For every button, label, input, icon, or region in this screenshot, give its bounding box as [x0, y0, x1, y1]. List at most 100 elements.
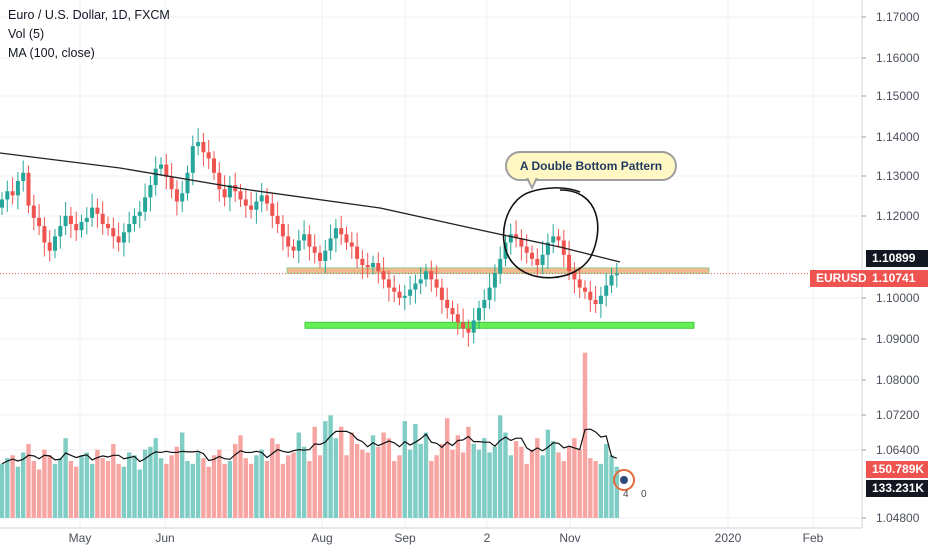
volume-bars [0, 352, 619, 518]
volume-bar [31, 461, 36, 518]
volume-bar [365, 452, 370, 518]
candle-body [429, 271, 434, 280]
price-tick-label-4: 1.13000 [876, 169, 920, 183]
ma-polyline [0, 152, 621, 263]
candle-body [286, 236, 291, 247]
volume-bar [604, 443, 609, 518]
candle-body [227, 185, 232, 198]
candle-body [365, 265, 370, 268]
candle-body [514, 234, 519, 239]
volume-bar [323, 421, 328, 518]
symbol-tag[interactable]: EURUSD [810, 270, 873, 287]
price-tick-label-9: 1.07200 [876, 408, 920, 422]
volume-bar [26, 443, 31, 518]
volume-bar [153, 438, 158, 518]
volume-bar [227, 461, 233, 518]
candle-body [524, 246, 529, 253]
candle-body [477, 308, 481, 321]
volume-bar [593, 461, 598, 518]
double-bottom-callout[interactable]: A Double Bottom Pattern [505, 151, 677, 181]
volume-bar [169, 455, 174, 518]
candle-body [535, 258, 540, 266]
candle-body [53, 236, 57, 251]
volume-bar [328, 415, 333, 518]
candle-body [397, 291, 402, 298]
price-tick-label-7: 1.09000 [876, 332, 920, 346]
volume-bar [5, 458, 10, 518]
candle-body [79, 222, 84, 231]
candle-body [614, 273, 619, 276]
volume-bar [466, 426, 471, 518]
price-zones[interactable] [0, 267, 862, 329]
volume-bar [195, 452, 201, 518]
symbol-title[interactable]: Euro / U.S. Dollar, 1D, FXCM [8, 8, 170, 22]
candle-body [90, 207, 95, 218]
volume-bar [519, 446, 524, 518]
volume-bar [445, 418, 450, 518]
price-axis[interactable]: 1.17000 1.16000 1.15000 1.14000 1.13000 1.120… [861, 0, 920, 528]
time-axis[interactable]: May Jun Aug Sep 2 Nov 2020 Feb [0, 527, 862, 545]
candle-body [37, 217, 42, 227]
candle-body [302, 234, 307, 241]
candle-body [148, 185, 153, 198]
candle-body [392, 287, 397, 292]
volume-bar [84, 452, 89, 518]
candle-body [137, 211, 142, 216]
volume-bar [609, 455, 614, 518]
candle-body [376, 263, 381, 272]
volume-bar [206, 466, 211, 518]
volume-bar [10, 455, 15, 518]
volume-bar [386, 438, 392, 518]
candle-body [455, 314, 460, 323]
candle-body [355, 246, 360, 259]
volume-ma-value-tag: 133.231K [866, 480, 928, 497]
volume-bar [492, 446, 498, 518]
volume-bar [121, 466, 127, 518]
time-tick-label-0: May [69, 531, 92, 545]
volume-bar [15, 466, 21, 518]
volume-bar [418, 443, 423, 518]
volume-bar [238, 435, 243, 518]
hand-drawn-circle[interactable] [502, 187, 635, 491]
candle-body [291, 246, 296, 251]
candle-body [328, 238, 333, 251]
volume-bar [402, 421, 407, 518]
candle-body [63, 215, 68, 227]
candle-body [487, 287, 492, 300]
candle-body [439, 287, 444, 300]
moving-average-line [0, 152, 621, 263]
volume-bar [482, 438, 487, 518]
candle-body [572, 271, 577, 280]
volume-bar [423, 432, 429, 518]
volume-bar [0, 463, 5, 518]
candle-body [333, 228, 338, 239]
volume-bar [545, 429, 551, 518]
candle-body [577, 279, 582, 288]
volume-bar [280, 463, 286, 518]
candle-body [296, 240, 301, 251]
volume-bar [524, 463, 529, 518]
candle-body [530, 252, 534, 259]
candle-body [413, 283, 418, 290]
candle-body [567, 254, 572, 272]
candle-body [164, 164, 169, 177]
volume-bar [455, 435, 460, 518]
time-tick-label-2: Aug [311, 531, 332, 545]
ma-indicator-title[interactable]: MA (100, close) [8, 46, 95, 60]
volume-bar [89, 463, 95, 518]
time-tick-label-6: 2020 [715, 531, 742, 545]
candle-body [461, 322, 466, 329]
candle-body [498, 258, 503, 274]
volume-bar [354, 443, 360, 518]
volume-bar [392, 461, 397, 518]
grid-lines [0, 0, 862, 528]
volume-indicator-title[interactable]: Vol (5) [8, 27, 45, 41]
candle-body [307, 234, 312, 247]
candle-body [68, 215, 73, 225]
volume-bar [174, 446, 180, 518]
volume-bar [317, 455, 323, 518]
candle-body [31, 205, 36, 218]
candle-body [238, 191, 243, 200]
volume-bar [503, 432, 508, 518]
